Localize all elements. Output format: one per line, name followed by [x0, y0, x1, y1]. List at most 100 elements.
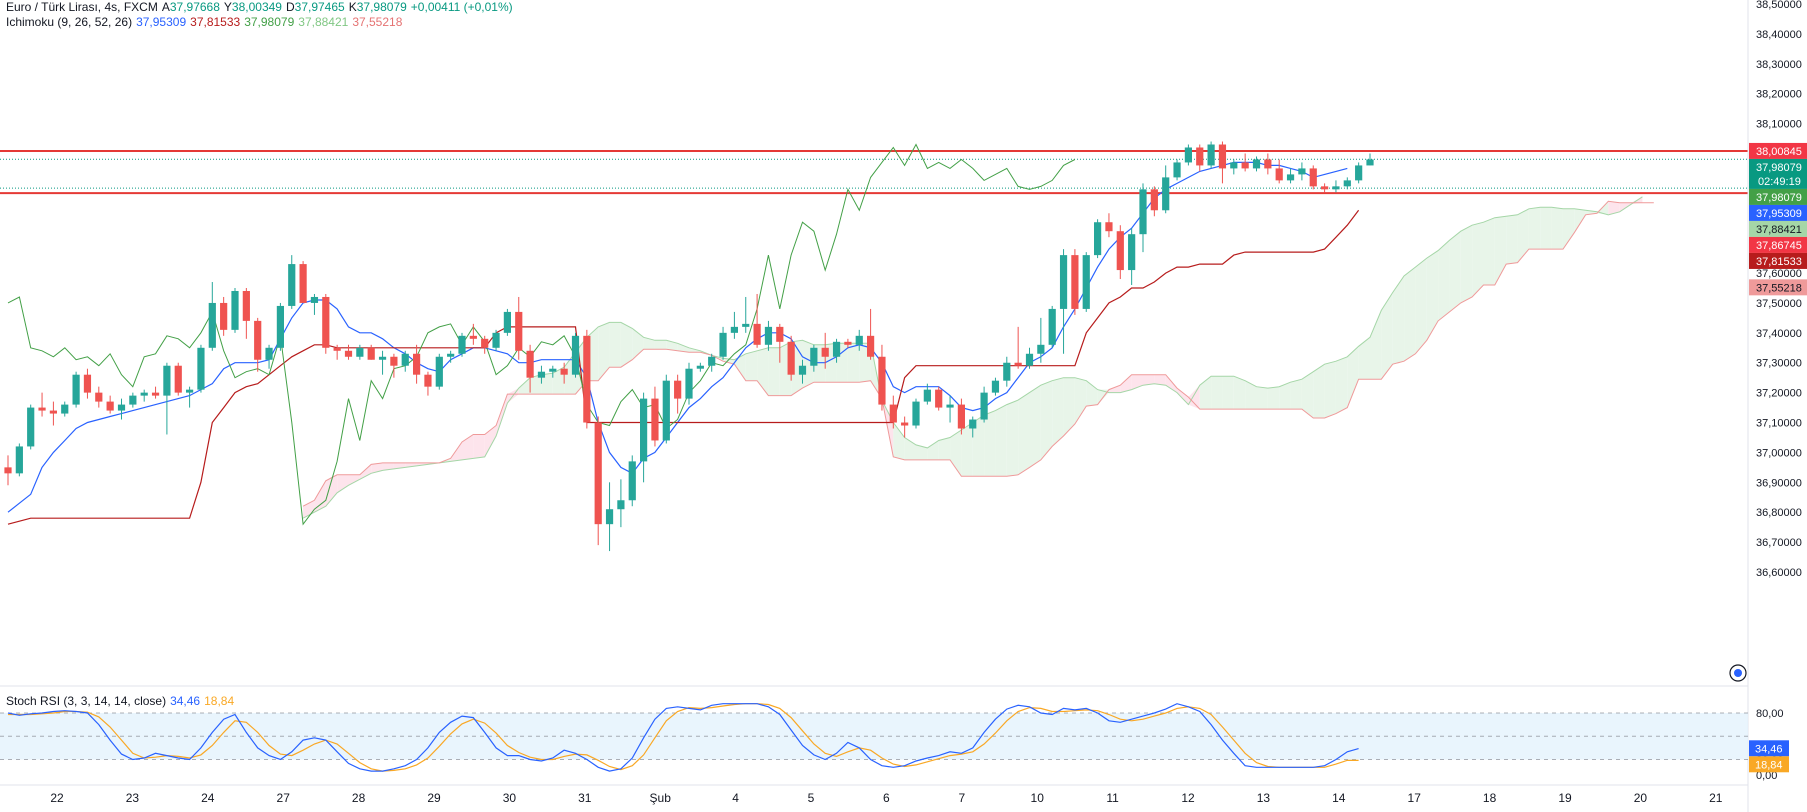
candle[interactable] — [83, 368, 92, 399]
candle[interactable] — [696, 362, 704, 372]
candle[interactable] — [1230, 159, 1238, 175]
candle[interactable] — [1059, 249, 1068, 354]
ichimoku-label[interactable]: Ichimoku (9, 26, 52, 26) — [6, 15, 133, 29]
candle[interactable] — [481, 335, 489, 354]
candle[interactable] — [515, 296, 523, 360]
candle[interactable] — [1150, 186, 1158, 217]
candle[interactable] — [991, 377, 1000, 396]
candle[interactable] — [220, 296, 228, 336]
horizontal-lines[interactable] — [0, 149, 1748, 195]
candle[interactable] — [708, 353, 716, 372]
candle[interactable] — [413, 344, 421, 384]
candle[interactable] — [1241, 153, 1249, 172]
candle[interactable] — [151, 386, 160, 399]
candle[interactable] — [390, 353, 398, 378]
candle[interactable] — [628, 455, 636, 507]
candle[interactable] — [1094, 219, 1102, 259]
candle[interactable] — [310, 293, 319, 315]
candle[interactable] — [140, 389, 148, 402]
candle[interactable] — [605, 482, 614, 552]
candle[interactable] — [1037, 317, 1045, 363]
candle[interactable] — [1264, 153, 1272, 175]
candle[interactable] — [685, 362, 693, 405]
candle[interactable] — [832, 338, 841, 363]
candle[interactable] — [447, 350, 455, 363]
candle[interactable] — [61, 401, 69, 417]
candle[interactable] — [322, 293, 330, 354]
candle[interactable] — [730, 311, 738, 339]
candle[interactable] — [469, 323, 477, 345]
candle[interactable] — [424, 371, 432, 396]
candle[interactable] — [878, 344, 886, 411]
candle[interactable] — [901, 416, 909, 438]
candle[interactable] — [367, 344, 375, 360]
candle[interactable] — [764, 320, 773, 351]
candle[interactable] — [1139, 183, 1147, 253]
candle[interactable] — [617, 479, 625, 528]
candle[interactable] — [1196, 144, 1204, 172]
candle[interactable] — [537, 365, 546, 384]
candle[interactable] — [844, 338, 852, 348]
candle[interactable] — [1286, 168, 1295, 184]
candle[interactable] — [742, 296, 750, 333]
candle[interactable] — [1321, 183, 1329, 193]
candle[interactable] — [1128, 228, 1136, 286]
candle[interactable] — [1173, 159, 1181, 181]
candle[interactable] — [4, 455, 12, 486]
time-axis[interactable]: 22 23 24 27 28 29 30 31 Şub 4 5 6 7 10 11 12 13 14 17 18 19 2… — [50, 791, 1722, 805]
candle[interactable] — [935, 386, 943, 411]
candle[interactable] — [1343, 177, 1351, 190]
candle[interactable] — [889, 395, 897, 429]
candle[interactable] — [674, 374, 682, 414]
candle[interactable] — [1116, 225, 1124, 280]
candle[interactable] — [1014, 326, 1022, 369]
candle[interactable] — [821, 332, 829, 369]
candle[interactable] — [458, 332, 466, 357]
candle[interactable] — [1218, 141, 1227, 184]
candle[interactable] — [1048, 305, 1056, 348]
candle[interactable] — [356, 344, 364, 360]
candle[interactable] — [560, 362, 568, 384]
candle[interactable] — [254, 317, 262, 372]
candle[interactable] — [776, 323, 784, 363]
candle[interactable] — [798, 359, 807, 384]
candle[interactable] — [923, 383, 931, 405]
candle[interactable] — [401, 350, 409, 372]
candle[interactable] — [583, 329, 591, 429]
candle[interactable] — [435, 353, 443, 390]
candle[interactable] — [15, 443, 23, 477]
candle[interactable] — [526, 344, 534, 393]
candle[interactable] — [946, 395, 954, 423]
candle[interactable] — [1275, 159, 1283, 184]
candle[interactable] — [1332, 180, 1340, 193]
ichimoku-legend[interactable]: Ichimoku (9, 26, 52, 26) 37,95309 37,81533… — [6, 15, 406, 29]
candle[interactable] — [594, 416, 602, 546]
candle[interactable] — [912, 398, 920, 429]
candle[interactable] — [1355, 162, 1363, 184]
candle[interactable] — [231, 288, 239, 333]
candle[interactable] — [980, 386, 988, 423]
candle[interactable] — [38, 392, 46, 417]
candle[interactable] — [163, 362, 171, 435]
candle[interactable] — [49, 401, 57, 426]
candle[interactable] — [1162, 165, 1170, 214]
candle[interactable] — [129, 392, 137, 408]
candle[interactable] — [1309, 165, 1317, 190]
candle[interactable] — [492, 329, 500, 351]
candle[interactable] — [106, 395, 114, 414]
candle[interactable] — [810, 344, 818, 372]
candle[interactable] — [1105, 213, 1113, 238]
candle[interactable] — [265, 344, 273, 369]
candle[interactable] — [1366, 153, 1374, 166]
candle[interactable] — [344, 344, 353, 360]
candle[interactable] — [719, 326, 727, 360]
candle[interactable] — [503, 308, 511, 336]
candle[interactable] — [787, 335, 795, 381]
candle[interactable] — [651, 386, 659, 447]
candle[interactable] — [571, 332, 580, 378]
candle[interactable] — [95, 386, 103, 408]
candle[interactable] — [1298, 162, 1306, 181]
candle[interactable] — [969, 416, 977, 438]
candle[interactable] — [640, 392, 648, 483]
